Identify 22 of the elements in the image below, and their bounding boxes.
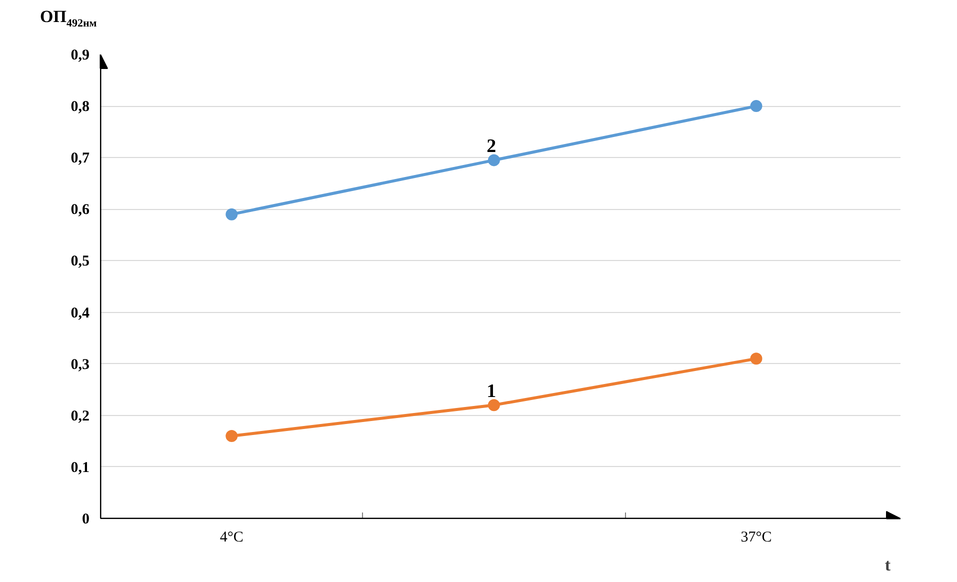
y-tick-label: 0,9 (70, 48, 90, 64)
y-tick-label: 0,5 (70, 254, 90, 270)
y-tick-label: 0,7 (70, 150, 90, 167)
point (750, 100, 762, 112)
x-tick-label: 4°C (220, 530, 244, 546)
y-tick-label: 0,3 (70, 356, 90, 373)
point (226, 208, 238, 220)
y-tick-label: 0,6 (70, 202, 90, 218)
y-tick-label: 0 (82, 512, 90, 528)
x-axis-title: t (884, 556, 891, 574)
series-label: 1 (486, 381, 496, 402)
point (488, 154, 500, 166)
y-tick-label: 0,1 (70, 460, 90, 476)
series-label: 2 (486, 136, 496, 158)
point (226, 430, 238, 442)
y-axis-title: ОП$_{492нм}$ (40, 7, 97, 30)
y-tick-label: 0,2 (70, 408, 90, 424)
y-tick-label: 0,4 (70, 305, 90, 322)
point (488, 399, 500, 412)
point (750, 352, 762, 365)
y-tick-label: 0,8 (70, 99, 90, 116)
x-tick-label: 37°C (740, 530, 772, 546)
